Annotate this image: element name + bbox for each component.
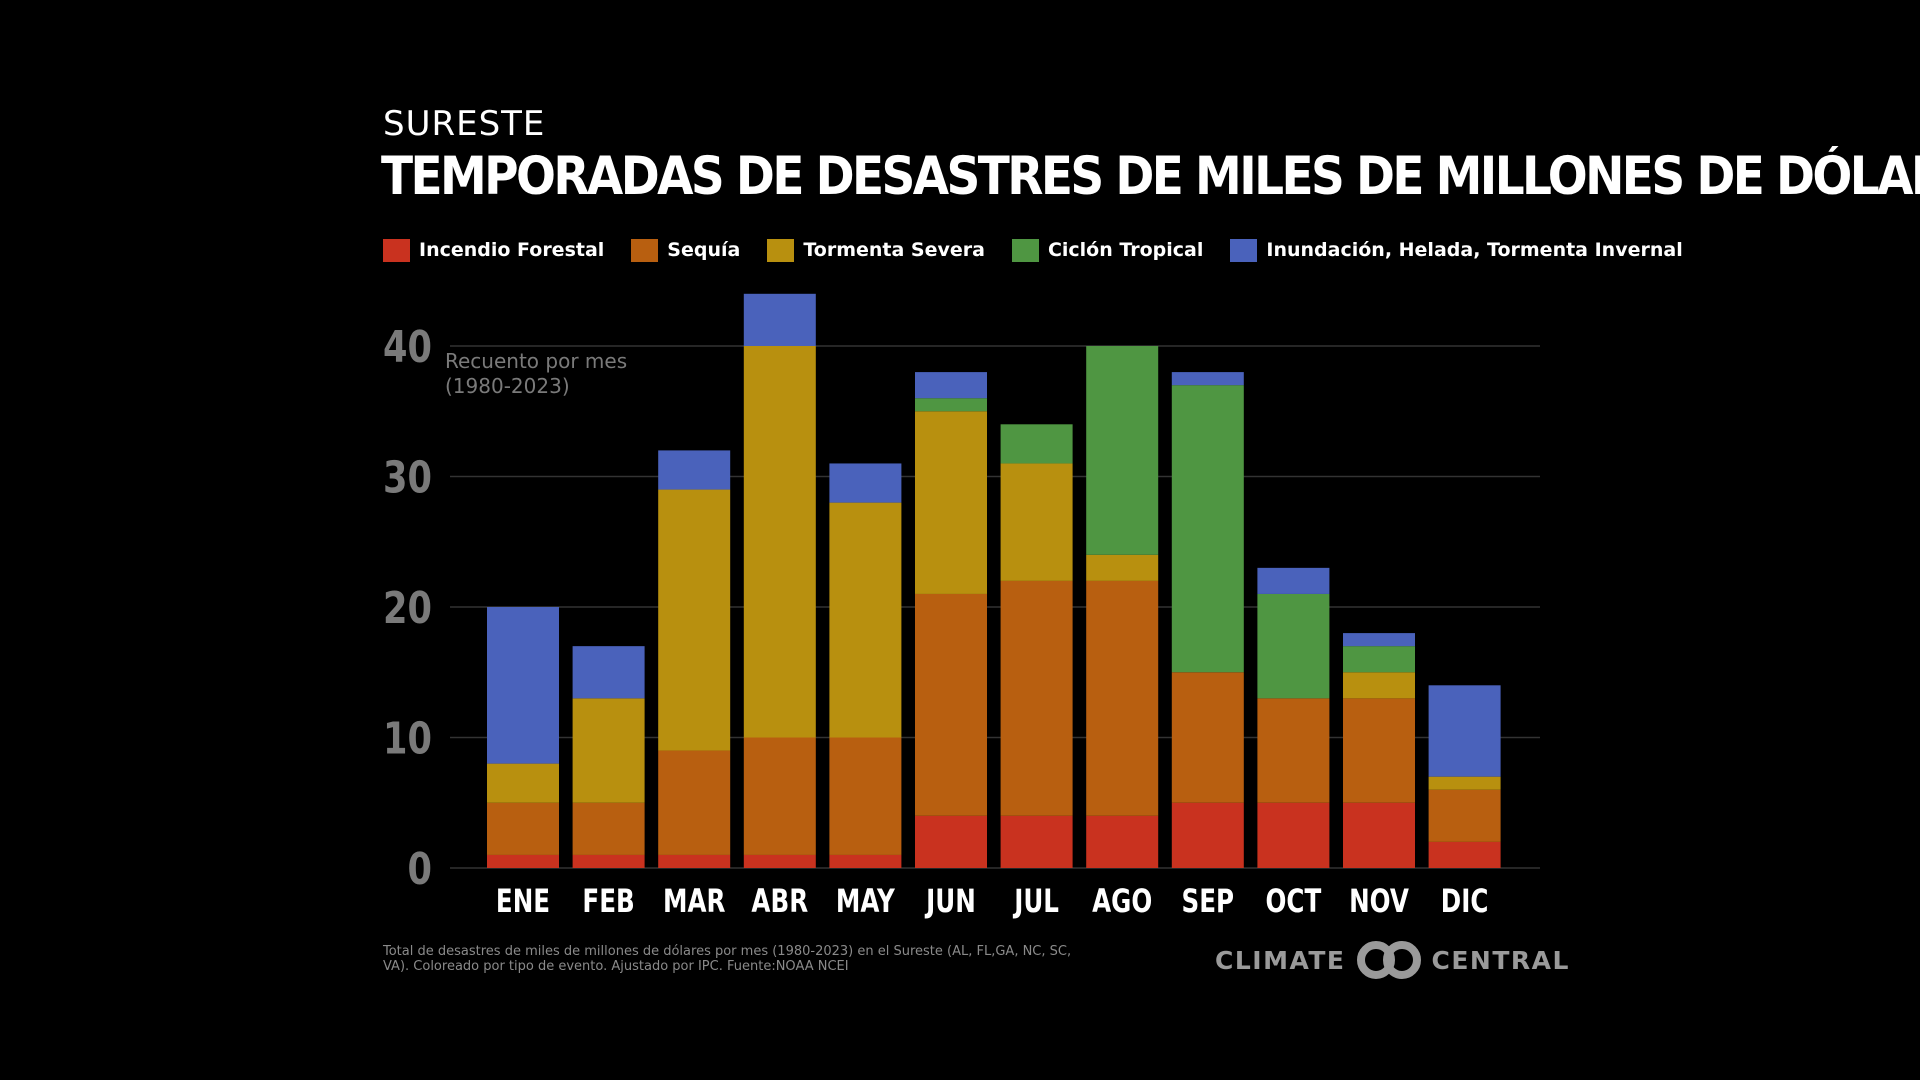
climate-central-logo: CLIMATE CENTRAL xyxy=(1215,940,1570,980)
legend-swatch-sequia xyxy=(631,238,659,262)
x-tick-label-abr: ABR xyxy=(751,882,808,920)
bar-sep-incendio xyxy=(1171,802,1244,868)
bar-sep-sequia xyxy=(1171,672,1244,803)
bar-dic-sequia xyxy=(1428,789,1501,842)
legend-item-tormenta: Tormenta Severa xyxy=(767,238,985,262)
bar-oct-inundacion xyxy=(1257,567,1330,594)
bar-abr-incendio xyxy=(743,854,816,868)
y-axis-label-period: (1980-2023) xyxy=(445,374,570,398)
legend-item-incendio: Incendio Forestal xyxy=(383,238,605,262)
legend-swatch-ciclon xyxy=(1011,238,1039,262)
bar-dic-inundacion xyxy=(1428,685,1501,777)
legend-item-sequia: Sequía xyxy=(631,238,741,262)
x-tick-label-mar: MAR xyxy=(663,882,725,920)
bar-ene-tormenta xyxy=(487,763,559,803)
bar-feb-inundacion xyxy=(572,646,645,699)
bar-may-sequia xyxy=(829,737,902,855)
legend-item-ciclon: Ciclón Tropical xyxy=(1011,238,1204,262)
chart-footnote: Total de desastres de miles de millones … xyxy=(383,944,1072,974)
bar-jul-incendio xyxy=(1000,815,1073,868)
bar-oct-incendio xyxy=(1257,802,1330,868)
bar-ene-inundacion xyxy=(487,607,559,764)
brand-text-climate: CLIMATE xyxy=(1215,945,1346,975)
chart-legend: Incendio Forestal Sequía Tormenta Severa… xyxy=(383,236,1683,264)
bar-mar-incendio xyxy=(658,854,731,868)
y-tick-label-10: 10 xyxy=(383,714,432,765)
y-tick-label-30: 30 xyxy=(383,453,432,504)
bar-nov-inundacion xyxy=(1343,633,1415,647)
x-tick-label-sep: SEP xyxy=(1182,882,1235,920)
brand-text-central: CENTRAL xyxy=(1431,945,1570,975)
bar-ago-tormenta xyxy=(1086,554,1159,581)
bar-jun-sequia xyxy=(915,593,987,816)
legend-label-incendio: Incendio Forestal xyxy=(419,239,605,261)
legend-label-tormenta: Tormenta Severa xyxy=(803,239,985,261)
bar-may-tormenta xyxy=(829,502,902,738)
x-tick-label-jun: JUN xyxy=(924,882,975,920)
bar-ago-sequia xyxy=(1086,580,1159,816)
bar-jun-tormenta xyxy=(915,411,987,594)
legend-label-sequia: Sequía xyxy=(667,239,741,261)
bar-jul-sequia xyxy=(1000,580,1073,816)
y-axis-label: Recuento por mes xyxy=(445,349,627,373)
bar-dic-tormenta xyxy=(1428,776,1501,790)
bar-feb-sequia xyxy=(572,802,645,855)
bar-nov-tormenta xyxy=(1343,672,1415,699)
bar-dic-incendio xyxy=(1428,841,1501,868)
bar-oct-sequia xyxy=(1257,698,1330,803)
bar-sep-inundacion xyxy=(1171,372,1244,386)
bar-ene-incendio xyxy=(487,854,559,868)
legend-swatch-tormenta xyxy=(767,238,795,262)
region-label: SURESTE xyxy=(383,104,546,144)
x-tick-label-feb: FEB xyxy=(582,882,634,920)
bar-ene-sequia xyxy=(487,802,559,855)
bar-jul-ciclon xyxy=(1000,424,1073,464)
legend-swatch-incendio xyxy=(383,238,410,262)
bar-may-inundacion xyxy=(829,463,902,503)
bar-nov-incendio xyxy=(1343,802,1415,868)
legend-label-inundacion: Inundación, Helada, Tormenta Invernal xyxy=(1266,239,1683,261)
x-tick-label-ene: ENE xyxy=(496,882,550,920)
x-tick-label-jul: JUL xyxy=(1012,882,1059,920)
y-tick-label-0: 0 xyxy=(408,844,432,895)
x-tick-label-ago: AGO xyxy=(1092,882,1152,920)
bar-feb-tormenta xyxy=(572,698,645,803)
bar-jun-incendio xyxy=(915,815,987,868)
x-tick-label-oct: OCT xyxy=(1266,882,1322,920)
x-tick-label-nov: NOV xyxy=(1349,882,1409,920)
x-tick-label-may: MAY xyxy=(836,882,896,920)
bar-mar-sequia xyxy=(658,750,731,855)
y-tick-label-20: 20 xyxy=(383,583,432,634)
bar-jun-inundacion xyxy=(915,372,987,399)
bar-ago-ciclon xyxy=(1086,346,1159,555)
bar-may-incendio xyxy=(829,854,902,868)
legend-item-inundacion: Inundación, Helada, Tormenta Invernal xyxy=(1230,238,1683,262)
linked-circles-icon xyxy=(1356,941,1421,979)
bar-sep-ciclon xyxy=(1171,385,1244,673)
bar-abr-sequia xyxy=(743,737,816,855)
x-tick-label-dic: DIC xyxy=(1441,882,1489,920)
bar-mar-tormenta xyxy=(658,489,731,751)
bar-jul-tormenta xyxy=(1000,463,1073,581)
bar-oct-ciclon xyxy=(1257,593,1330,699)
bar-feb-incendio xyxy=(572,854,645,868)
bar-nov-sequia xyxy=(1343,698,1415,803)
legend-swatch-inundacion xyxy=(1230,238,1258,262)
bar-ago-incendio xyxy=(1086,815,1159,868)
bar-jun-ciclon xyxy=(915,398,987,412)
bar-abr-inundacion xyxy=(743,293,816,346)
bar-nov-ciclon xyxy=(1343,646,1415,673)
bar-mar-inundacion xyxy=(658,450,731,490)
bar-abr-tormenta xyxy=(743,346,816,738)
y-tick-label-40: 40 xyxy=(383,322,432,373)
legend-label-ciclon: Ciclón Tropical xyxy=(1047,239,1204,261)
